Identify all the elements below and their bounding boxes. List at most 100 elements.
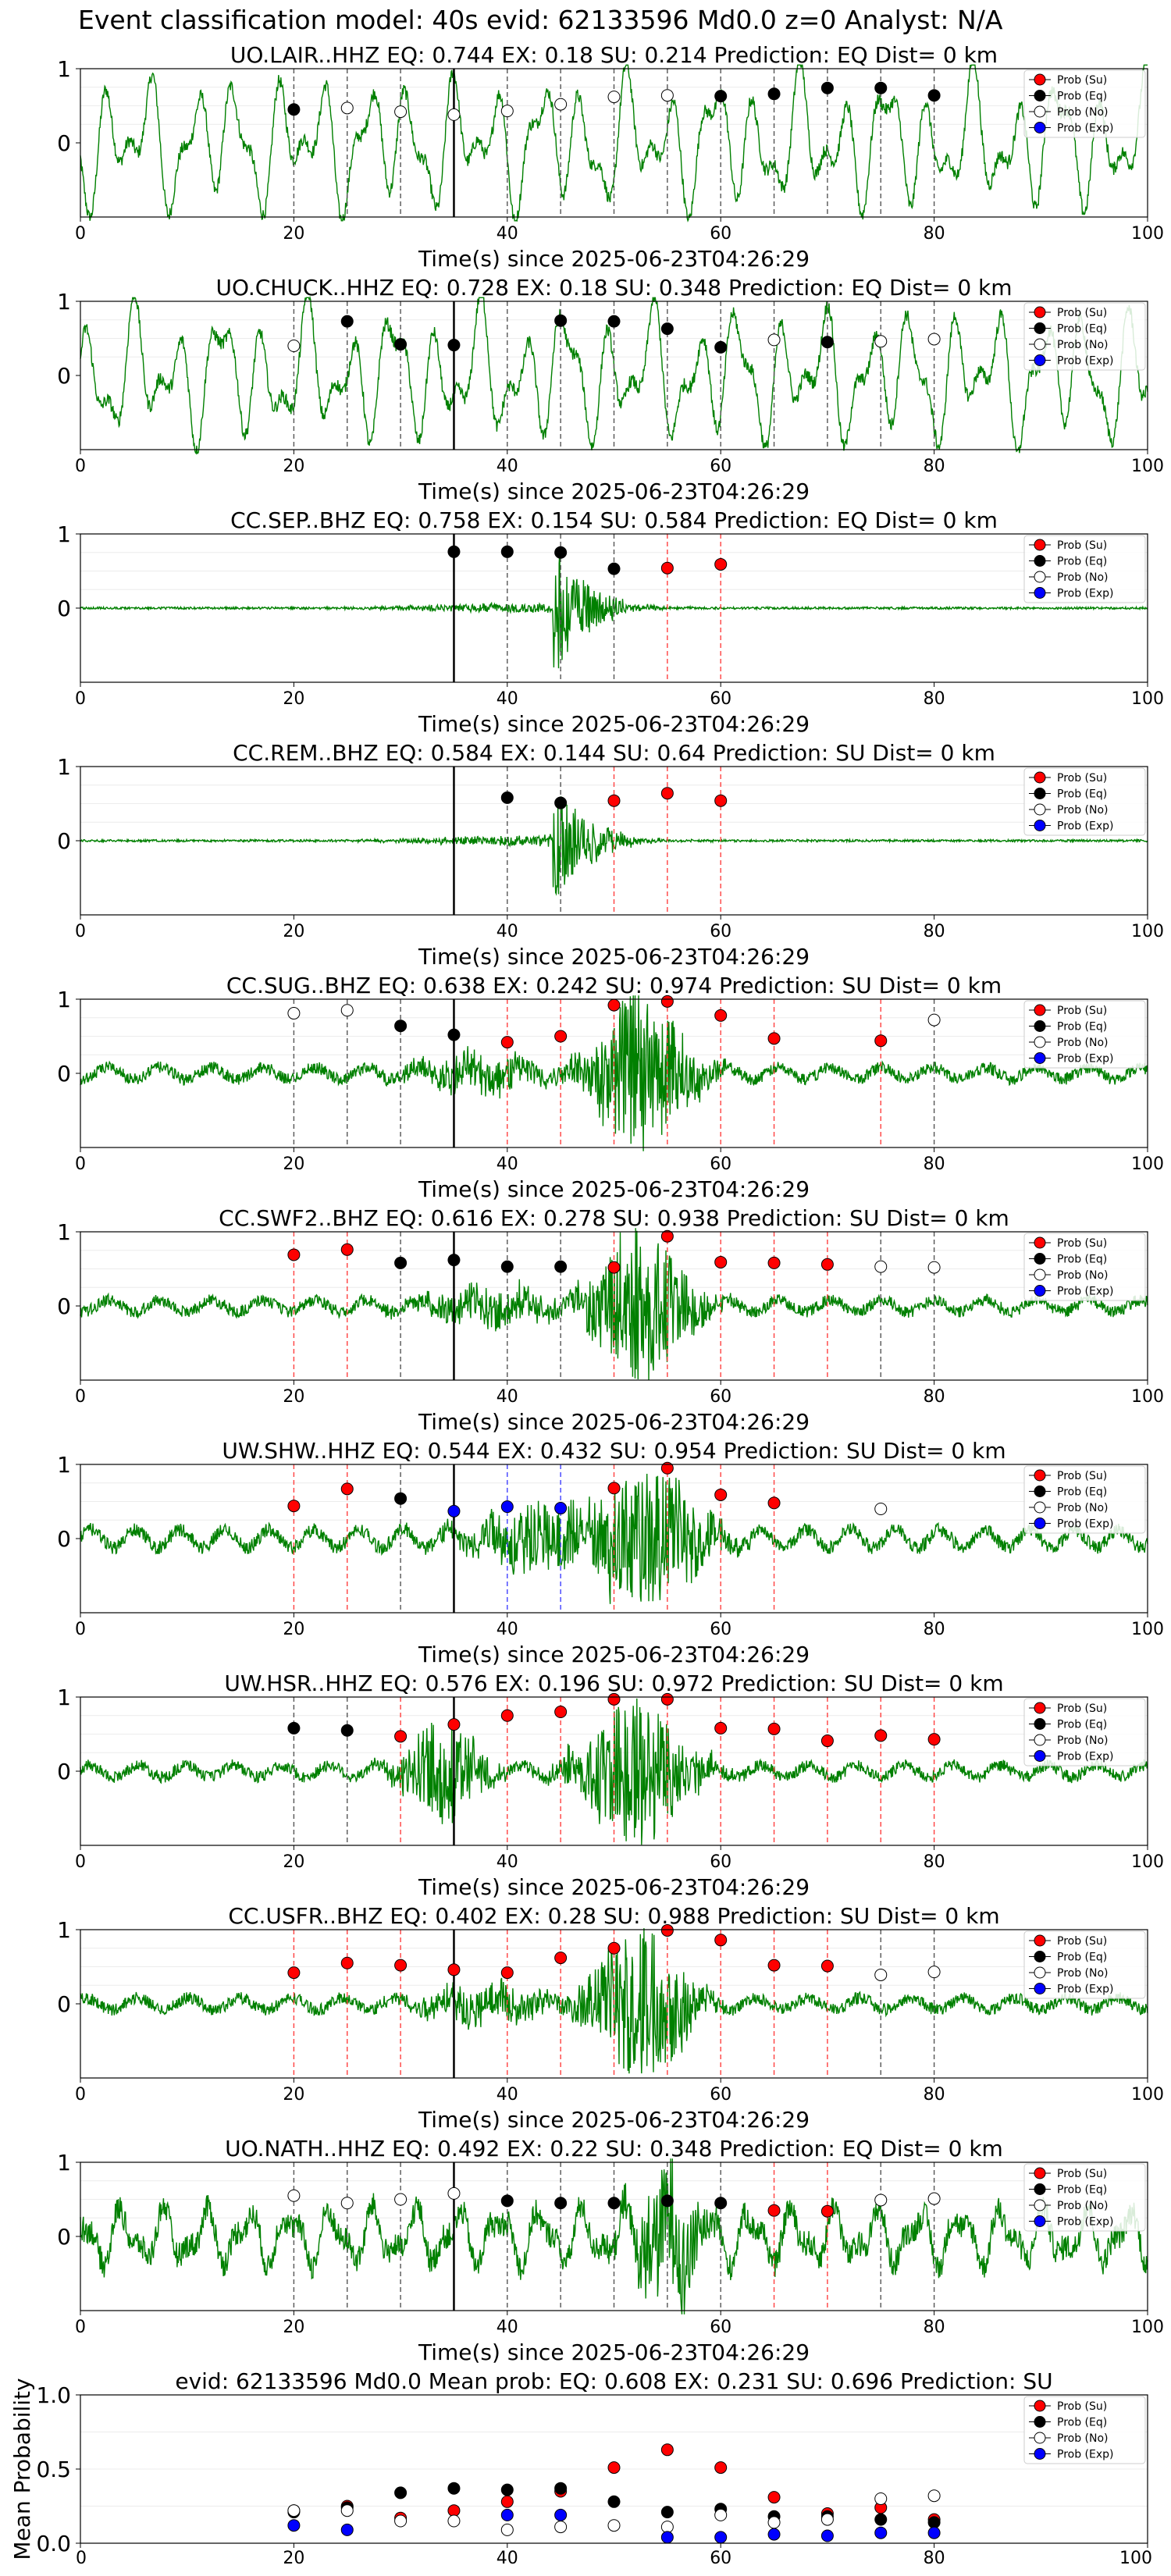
prob-marker-eq: [554, 314, 568, 327]
x-tick-label: 0: [75, 1155, 86, 1174]
mean-marker-no: [554, 2521, 568, 2534]
prob-marker-no: [447, 2186, 461, 2200]
prob-marker-su: [767, 1032, 781, 1045]
x-tick-label: 80: [924, 2549, 945, 2568]
mean-marker-no: [607, 2519, 621, 2532]
x-tick-label: 0: [75, 2318, 86, 2337]
prob-marker-su: [660, 994, 674, 1008]
x-tick-label: 100: [1131, 224, 1164, 244]
mean-marker-no: [820, 2513, 834, 2526]
x-tick-label: 100: [1131, 1387, 1164, 1407]
prob-marker-su: [660, 561, 674, 575]
legend-label: Prob (Exp): [1057, 2449, 1114, 2461]
prob-marker-eq: [714, 90, 728, 103]
panel-title: UW.HSR..HHZ EQ: 0.576 EX: 0.196 SU: 0.97…: [224, 1670, 1003, 1696]
legend-label: Prob (Exp): [1057, 588, 1114, 600]
x-tick-label: 40: [497, 689, 518, 709]
panel-title: CC.REM..BHZ EQ: 0.584 EX: 0.144 SU: 0.64…: [233, 740, 995, 766]
legend-marker: [1034, 1983, 1046, 1994]
station-panel: CC.SUG..BHZ EQ: 0.638 EX: 0.242 SU: 0.97…: [57, 973, 1164, 1202]
legend-marker: [1034, 1268, 1046, 1281]
legend-label: Prob (Su): [1057, 307, 1107, 319]
legend-marker: [1034, 1934, 1046, 1947]
prob-marker-su: [607, 998, 621, 1012]
legend-label: Prob (No): [1057, 571, 1109, 584]
prob-marker-eq: [714, 340, 728, 354]
prob-marker-no: [874, 1503, 888, 1515]
y-tick-label: 0: [57, 596, 71, 621]
mean-marker-eq: [500, 2483, 514, 2496]
x-tick-label: 0: [75, 224, 86, 244]
legend-label: Prob (Su): [1057, 2400, 1107, 2413]
legend-label: Prob (Eq): [1057, 2184, 1107, 2197]
prob-marker-eq: [767, 87, 781, 101]
prob-marker-eq: [447, 1254, 461, 1267]
prob-marker-eq: [554, 796, 568, 809]
prob-marker-eq: [554, 1260, 568, 1273]
legend-marker: [1034, 571, 1046, 583]
legend-box: [1023, 1465, 1146, 1534]
x-tick-label: 100: [1131, 1155, 1164, 1174]
x-tick-label: 80: [924, 1852, 945, 1872]
legend-marker: [1034, 788, 1046, 799]
waveform-trace: [80, 64, 1148, 222]
legend-marker: [1034, 587, 1046, 599]
prob-marker-su: [340, 1243, 354, 1256]
legend-marker: [1034, 354, 1046, 366]
x-tick-label: 20: [283, 2549, 304, 2568]
x-tick-label: 20: [283, 2318, 304, 2337]
prob-marker-su: [554, 1706, 568, 1718]
legend-label: Prob (Eq): [1057, 91, 1107, 103]
legend-label: Prob (Exp): [1057, 2216, 1114, 2229]
x-tick-label: 80: [924, 922, 945, 941]
y-tick-label: 1: [57, 754, 71, 780]
prob-marker-no: [500, 105, 514, 118]
x-tick-label: 80: [924, 224, 945, 244]
prob-marker-su: [767, 1722, 781, 1735]
y-tick-label: 1: [57, 987, 71, 1012]
legend-marker: [1034, 122, 1046, 133]
x-tick-label: 20: [283, 224, 304, 244]
x-tick-label: 20: [283, 1155, 304, 1174]
x-axis-label: Time(s) since 2025-06-23T04:26:29: [418, 1642, 810, 1667]
x-axis-label: Time(s) since 2025-06-23T04:26:29: [418, 1176, 810, 1202]
legend-marker: [1034, 555, 1046, 567]
figure-title: Event classification model: 40s evid: 62…: [78, 5, 1003, 35]
x-tick-label: 60: [710, 2549, 731, 2568]
x-tick-label: 40: [497, 1852, 518, 1872]
panel-title: evid: 62133596 Md0.0 Mean prob: EQ: 0.60…: [175, 2368, 1052, 2394]
legend-marker: [1034, 539, 1046, 551]
prob-marker-eq: [447, 545, 461, 558]
legend-label: Prob (Eq): [1057, 323, 1107, 336]
legend-marker: [1034, 2167, 1046, 2179]
legend-marker: [1034, 1966, 1046, 1979]
y-tick-label: 1: [57, 521, 71, 547]
x-tick-label: 40: [497, 457, 518, 476]
legend-marker: [1034, 1951, 1046, 1962]
x-tick-label: 20: [283, 457, 304, 476]
legend-label: Prob (No): [1057, 1735, 1109, 1747]
y-tick-label: 1: [57, 2150, 71, 2176]
legend-marker: [1034, 1052, 1046, 1064]
panel-title: CC.SWF2..BHZ EQ: 0.616 EX: 0.278 SU: 0.9…: [219, 1205, 1009, 1231]
prob-marker-su: [607, 794, 621, 807]
x-tick-label: 40: [497, 224, 518, 244]
prob-marker-su: [767, 2204, 781, 2217]
legend-marker: [1034, 73, 1046, 86]
prob-marker-su: [660, 1692, 674, 1706]
x-tick-label: 20: [283, 1620, 304, 1639]
mean-marker-no: [287, 2504, 301, 2517]
mean-marker-no: [394, 2514, 408, 2528]
mean-marker-eq: [660, 2506, 674, 2519]
prob-marker-su: [607, 1941, 621, 1955]
x-tick-label: 20: [283, 922, 304, 941]
panel-title: CC.SEP..BHZ EQ: 0.758 EX: 0.154 SU: 0.58…: [230, 507, 998, 533]
prob-marker-eq: [287, 103, 301, 116]
mean-marker-su: [660, 2443, 674, 2457]
y-tick-label: 1: [57, 1685, 71, 1710]
prob-marker-su: [874, 1729, 888, 1742]
prob-marker-su: [767, 1496, 781, 1510]
legend-label: Prob (Eq): [1057, 1952, 1107, 1964]
legend-label: Prob (No): [1057, 2432, 1109, 2445]
